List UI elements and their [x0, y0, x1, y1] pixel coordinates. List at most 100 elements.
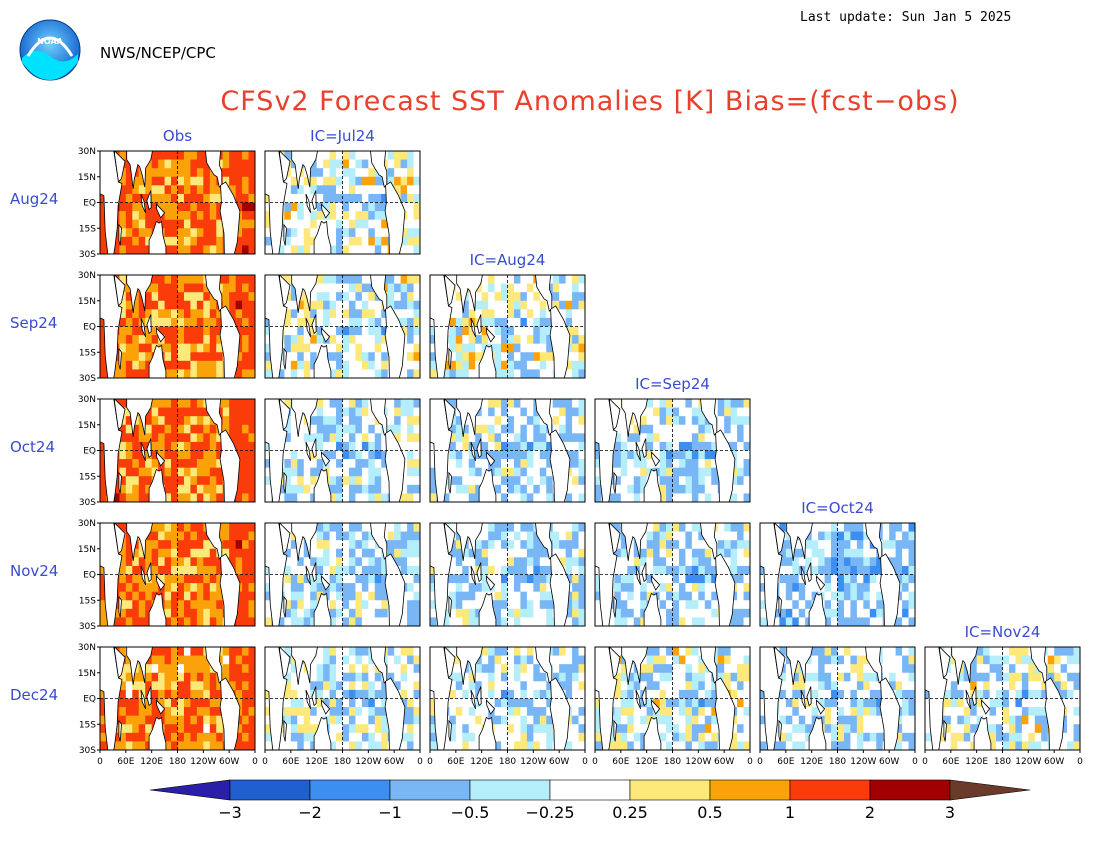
anomaly-cell — [653, 574, 660, 584]
anomaly-cell — [355, 608, 363, 618]
anomaly-cell — [183, 664, 191, 674]
anomaly-cell — [171, 424, 178, 434]
anomaly-cell — [666, 617, 673, 626]
anomaly-cell — [413, 591, 420, 601]
anomaly-cell — [455, 476, 463, 486]
anomaly-cell — [407, 275, 414, 284]
anomaly-cell — [724, 416, 732, 426]
row-label-Sep24: Sep24 — [10, 314, 57, 332]
anomaly-cell — [501, 664, 508, 674]
anomaly-cell — [196, 219, 204, 229]
anomaly-cell — [475, 531, 483, 541]
anomaly-cell — [158, 565, 165, 575]
anomaly-cell — [265, 689, 272, 699]
anomaly-cell — [578, 540, 585, 550]
anomaly-cell — [533, 583, 541, 593]
anomaly-cell — [125, 168, 133, 178]
anomaly-cell — [578, 343, 585, 353]
anomaly-cell — [843, 591, 851, 601]
anomaly-cell — [242, 467, 249, 477]
anomaly-cell — [698, 407, 706, 417]
anomaly-cell — [203, 185, 211, 195]
lat-tick-label: 15S — [79, 224, 96, 234]
anomaly-cell — [659, 583, 667, 593]
anomaly-cell — [678, 467, 686, 477]
anomaly-cell — [342, 557, 350, 567]
lon-tick-label: 180 — [169, 757, 186, 767]
anomaly-cell — [361, 565, 369, 575]
anomaly-cell — [475, 493, 483, 502]
anomaly-cell — [342, 352, 350, 362]
land-mass — [641, 562, 647, 583]
anomaly-cell — [678, 416, 686, 426]
anomaly-cell — [526, 681, 534, 691]
anomaly-cell — [145, 416, 153, 426]
anomaly-cell — [329, 540, 337, 550]
anomaly-cell — [475, 369, 483, 378]
anomaly-cell — [284, 591, 292, 601]
anomaly-cell — [488, 531, 495, 541]
anomaly-cell — [248, 467, 255, 477]
anomaly-cell — [620, 476, 628, 486]
row-label-Aug24: Aug24 — [10, 190, 58, 208]
anomaly-cell — [190, 724, 198, 734]
anomaly-cell — [559, 399, 567, 408]
anomaly-cell — [501, 583, 508, 593]
anomaly-cell — [374, 741, 382, 750]
anomaly-cell — [229, 540, 237, 550]
anomaly-cell — [507, 672, 515, 682]
anomaly-cell — [507, 664, 515, 674]
anomaly-cell — [336, 360, 343, 370]
anomaly-cell — [413, 672, 420, 682]
anomaly-cell — [691, 484, 699, 494]
anomaly-cell — [125, 317, 133, 327]
anomaly-cell — [297, 715, 305, 725]
anomaly-cell — [209, 236, 217, 246]
anomaly-cell — [691, 608, 699, 618]
anomaly-cell — [119, 565, 127, 575]
anomaly-cell — [513, 591, 521, 601]
anomaly-cell — [183, 245, 191, 254]
anomaly-cell — [902, 617, 909, 626]
anomaly-cell — [164, 548, 172, 558]
anomaly-cell — [400, 283, 408, 293]
anomaly-cell — [329, 484, 337, 494]
anomaly-cell — [119, 441, 127, 451]
anomaly-cell — [526, 476, 534, 486]
anomaly-cell — [400, 531, 408, 541]
anomaly-cell — [158, 433, 165, 443]
anomaly-cell — [242, 352, 249, 362]
anomaly-cell — [539, 309, 547, 319]
anomaly-cell — [242, 202, 249, 212]
anomaly-cell — [895, 565, 903, 575]
anomaly-cell — [513, 493, 521, 502]
anomaly-cell — [216, 600, 224, 610]
anomaly-cell — [216, 335, 224, 345]
anomaly-cell — [171, 450, 178, 460]
anomaly-cell — [743, 399, 750, 408]
anomaly-cell — [908, 548, 915, 558]
anomaly-cell — [462, 672, 470, 682]
anomaly-cell — [730, 424, 738, 434]
anomaly-cell — [190, 574, 198, 584]
anomaly-cell — [361, 732, 369, 742]
anomaly-cell — [526, 309, 534, 319]
anomaly-cell — [824, 548, 832, 558]
anomaly-cell — [310, 300, 318, 310]
anomaly-cell — [203, 352, 211, 362]
anomaly-cell — [290, 664, 298, 674]
anomaly-cell — [413, 741, 420, 750]
anomaly-cell — [242, 335, 249, 345]
anomaly-cell — [329, 591, 337, 601]
anomaly-cell — [407, 664, 414, 674]
anomaly-cell — [290, 352, 298, 362]
anomaly-cell — [653, 407, 660, 417]
anomaly-cell — [132, 689, 140, 699]
anomaly-cell — [164, 557, 172, 567]
panel-Oct24-IC=Aug24 — [429, 398, 586, 503]
anomaly-cell — [572, 433, 579, 443]
anomaly-cell — [640, 548, 648, 558]
anomaly-cell — [229, 159, 237, 169]
anomaly-cell — [513, 557, 521, 567]
anomaly-cell — [125, 565, 133, 575]
